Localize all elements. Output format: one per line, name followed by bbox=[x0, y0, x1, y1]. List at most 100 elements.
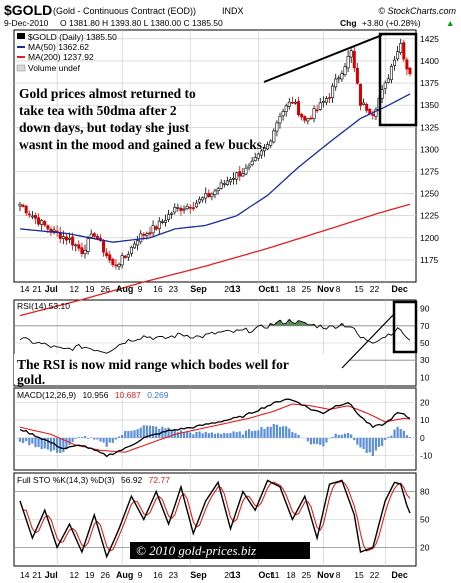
macd-hist-bar bbox=[334, 433, 337, 438]
price-candle-body bbox=[27, 213, 31, 216]
macd-hist-bar bbox=[142, 425, 145, 438]
date-month-label: Jul bbox=[45, 570, 58, 580]
macd-y-tick: 10 bbox=[420, 415, 430, 425]
price-candle-body bbox=[108, 254, 112, 261]
macd-hist-bar bbox=[244, 430, 248, 438]
price-candle-body bbox=[247, 165, 251, 169]
date-month-label: Aug bbox=[116, 570, 134, 580]
price-candle-body bbox=[30, 215, 34, 218]
macd-hist-bar bbox=[182, 432, 186, 438]
date-month-label: Nov bbox=[317, 570, 334, 580]
macd-hist-bar bbox=[34, 437, 37, 448]
price-candle-body bbox=[300, 113, 304, 118]
rsi-note-bg bbox=[14, 354, 349, 384]
sto-watermark: © 2010 gold-prices.biz bbox=[136, 543, 256, 558]
price-candle-body bbox=[318, 102, 322, 110]
macd-hist-bar bbox=[167, 427, 170, 438]
chart-symbol: $GOLD bbox=[4, 2, 52, 18]
date-month-label: Sep bbox=[190, 284, 207, 294]
macd-hist-bar bbox=[260, 426, 263, 438]
ma50-line bbox=[19, 93, 411, 243]
macd-hist-bar bbox=[226, 433, 229, 438]
macd-hist-bar bbox=[356, 437, 359, 445]
price-candle-body bbox=[194, 202, 198, 208]
price-candle-body bbox=[235, 172, 239, 180]
macd-hist-bar bbox=[269, 426, 272, 438]
macd-hist-bar bbox=[83, 436, 87, 438]
macd-hist-bar bbox=[130, 430, 133, 438]
price-y-tick: 1275 bbox=[420, 166, 439, 176]
macd-y-tick: 0 bbox=[420, 433, 425, 443]
price-candle-body bbox=[176, 207, 180, 209]
date-day-label: 15 bbox=[354, 570, 364, 580]
price-highlight-box bbox=[378, 32, 418, 127]
price-candle-body bbox=[210, 193, 214, 198]
macd-legend-prefix: MACD(12,26,9) bbox=[17, 390, 76, 400]
price-candle-body bbox=[102, 240, 106, 253]
price-candle-body bbox=[272, 130, 276, 143]
macd-hist-bar bbox=[381, 437, 384, 446]
price-candle-body bbox=[201, 197, 205, 201]
macd-hist-bar bbox=[86, 437, 90, 439]
price-candle-body bbox=[399, 43, 403, 53]
sto-legend-prefix: Full STO %K(14,3) %D(3) bbox=[17, 475, 115, 485]
price-y-tick: 1200 bbox=[420, 233, 439, 243]
macd-hist-bar bbox=[220, 434, 223, 438]
macd-hist-bar bbox=[74, 437, 77, 439]
macd-hist-bar bbox=[294, 433, 297, 438]
svg-text:$GOLD: $GOLD bbox=[4, 2, 52, 18]
rsi-pointer-line bbox=[341, 312, 396, 369]
macd-hist-bar bbox=[365, 437, 368, 453]
date-day-label: 23 bbox=[169, 570, 179, 580]
price-candle-body bbox=[386, 78, 390, 83]
price-candle-body bbox=[129, 246, 133, 254]
macd-hist-bar bbox=[108, 437, 111, 443]
macd-hist-bar bbox=[68, 437, 71, 445]
price-candle-body bbox=[133, 243, 137, 249]
price-candle-body bbox=[306, 118, 310, 122]
date-day-label: 26 bbox=[100, 284, 110, 294]
macd-hist-bar bbox=[297, 434, 300, 438]
macd-hist-bar bbox=[254, 430, 257, 438]
price-candle-body bbox=[222, 183, 226, 185]
macd-hist-bar bbox=[114, 437, 118, 440]
price-candle-body bbox=[355, 67, 359, 84]
price-y-tick: 1350 bbox=[420, 100, 439, 110]
macd-hist-bar bbox=[99, 437, 102, 442]
price-candle-body bbox=[259, 150, 263, 156]
price-candle-body bbox=[139, 233, 143, 243]
price-candle-body bbox=[123, 255, 127, 258]
price-candle-body bbox=[228, 179, 232, 183]
rsi-y-tick: 70 bbox=[420, 321, 430, 331]
price-candle-body bbox=[281, 111, 285, 117]
macd-hist-bar bbox=[266, 426, 269, 438]
price-candle-body bbox=[24, 205, 28, 214]
price-candle-body bbox=[225, 180, 229, 185]
sto-legend-d: 72.77 bbox=[149, 475, 171, 485]
price-candle-body bbox=[324, 98, 328, 103]
price-candle-body bbox=[105, 252, 109, 257]
macd-y-tick: -10 bbox=[420, 451, 433, 461]
macd-hist-bar bbox=[71, 437, 74, 443]
date-day-label: 11 bbox=[271, 570, 280, 580]
macd-hist-bar bbox=[198, 431, 201, 438]
price-candle-body bbox=[170, 212, 174, 215]
macd-hist-bar bbox=[362, 437, 365, 450]
price-candle-body bbox=[312, 108, 316, 119]
sto-watermark-bg bbox=[130, 542, 310, 559]
sto-legend-k: 56.92 bbox=[121, 475, 143, 485]
macd-hist-bar bbox=[319, 437, 322, 445]
price-candle-body bbox=[374, 109, 378, 117]
price-candle-body bbox=[52, 229, 56, 232]
price-candle-body bbox=[173, 207, 177, 213]
macd-hist-bar bbox=[117, 436, 121, 438]
price-candle-body bbox=[157, 220, 161, 229]
price-candle-body bbox=[309, 117, 313, 120]
date-day-label: 20 bbox=[224, 284, 234, 294]
macd-hist-bar bbox=[399, 429, 402, 438]
macd-hist-bar bbox=[186, 431, 189, 438]
price-candles bbox=[18, 38, 412, 317]
macd-hist-bar bbox=[121, 435, 124, 438]
macd-hist-bar bbox=[229, 433, 232, 438]
macd-hist-bar bbox=[309, 437, 313, 445]
